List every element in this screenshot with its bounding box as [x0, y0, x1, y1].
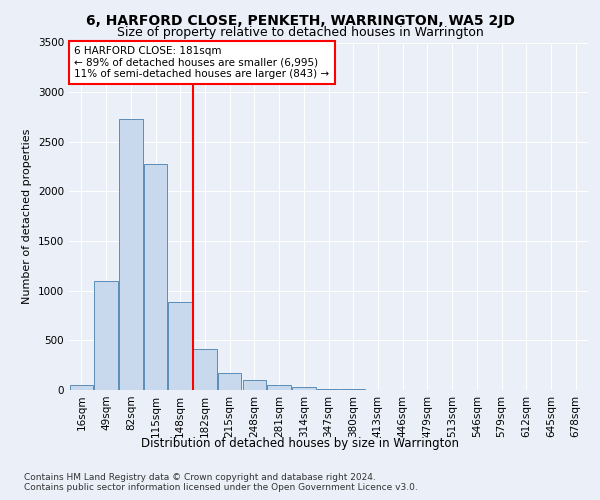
- Bar: [292, 386, 316, 390]
- Bar: [144, 164, 167, 390]
- Bar: [268, 385, 291, 390]
- Bar: [169, 302, 192, 390]
- Bar: [119, 119, 143, 390]
- Bar: [218, 373, 241, 390]
- Text: Distribution of detached houses by size in Warrington: Distribution of detached houses by size …: [141, 438, 459, 450]
- Y-axis label: Number of detached properties: Number of detached properties: [22, 128, 32, 304]
- Bar: [341, 389, 365, 390]
- Bar: [317, 388, 340, 390]
- Text: Contains public sector information licensed under the Open Government Licence v3: Contains public sector information licen…: [24, 484, 418, 492]
- Bar: [70, 385, 93, 390]
- Text: 6, HARFORD CLOSE, PENKETH, WARRINGTON, WA5 2JD: 6, HARFORD CLOSE, PENKETH, WARRINGTON, W…: [86, 14, 514, 28]
- Text: Contains HM Land Registry data © Crown copyright and database right 2024.: Contains HM Land Registry data © Crown c…: [24, 472, 376, 482]
- Bar: [193, 349, 217, 390]
- Text: Size of property relative to detached houses in Warrington: Size of property relative to detached ho…: [116, 26, 484, 39]
- Text: 6 HARFORD CLOSE: 181sqm
← 89% of detached houses are smaller (6,995)
11% of semi: 6 HARFORD CLOSE: 181sqm ← 89% of detache…: [74, 46, 329, 79]
- Bar: [242, 380, 266, 390]
- Bar: [94, 281, 118, 390]
